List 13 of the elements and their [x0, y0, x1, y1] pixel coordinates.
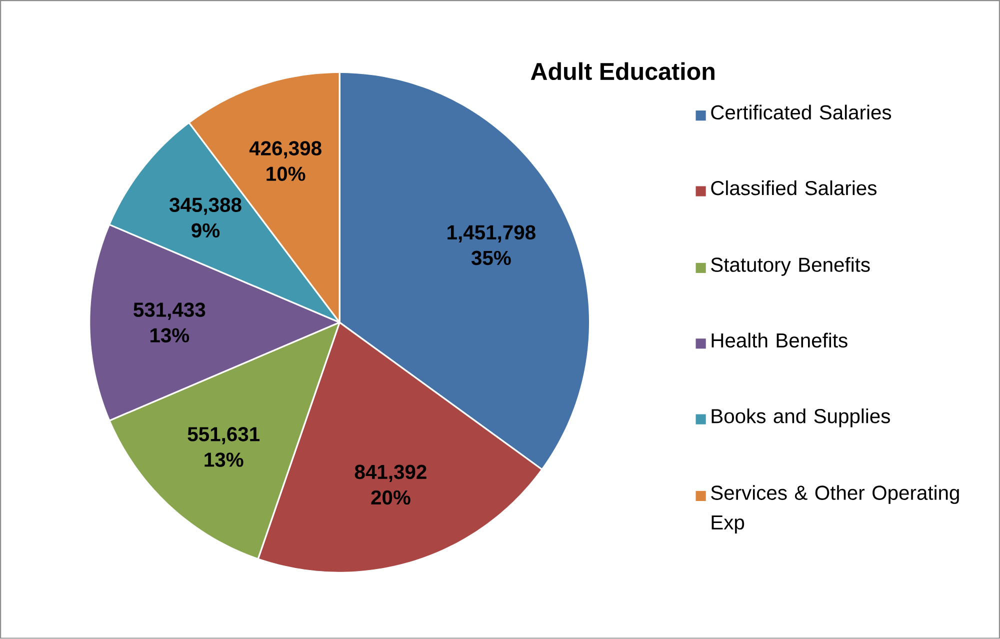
legend-label: Health Benefits	[712, 332, 848, 348]
legend-label: Books and Supplies	[712, 408, 890, 428]
legend-label: Classified Salaries	[711, 180, 876, 196]
legend-label: Statutory Benefits	[711, 257, 870, 276]
legend-label: Certificated Salaries	[711, 104, 892, 120]
data-label: 426,398 10%	[249, 141, 322, 182]
data-label: 531,433 13%	[134, 302, 206, 343]
data-label: 1,451,798 35%	[448, 225, 536, 266]
data-label: 345,388 9%	[169, 198, 242, 238]
data-label: 551,631 13%	[188, 427, 260, 467]
legend-label: Services & Other Operating Exp	[711, 485, 959, 534]
data-label: 841,392 20%	[354, 464, 426, 505]
chart-title: Adult Education	[530, 62, 714, 80]
